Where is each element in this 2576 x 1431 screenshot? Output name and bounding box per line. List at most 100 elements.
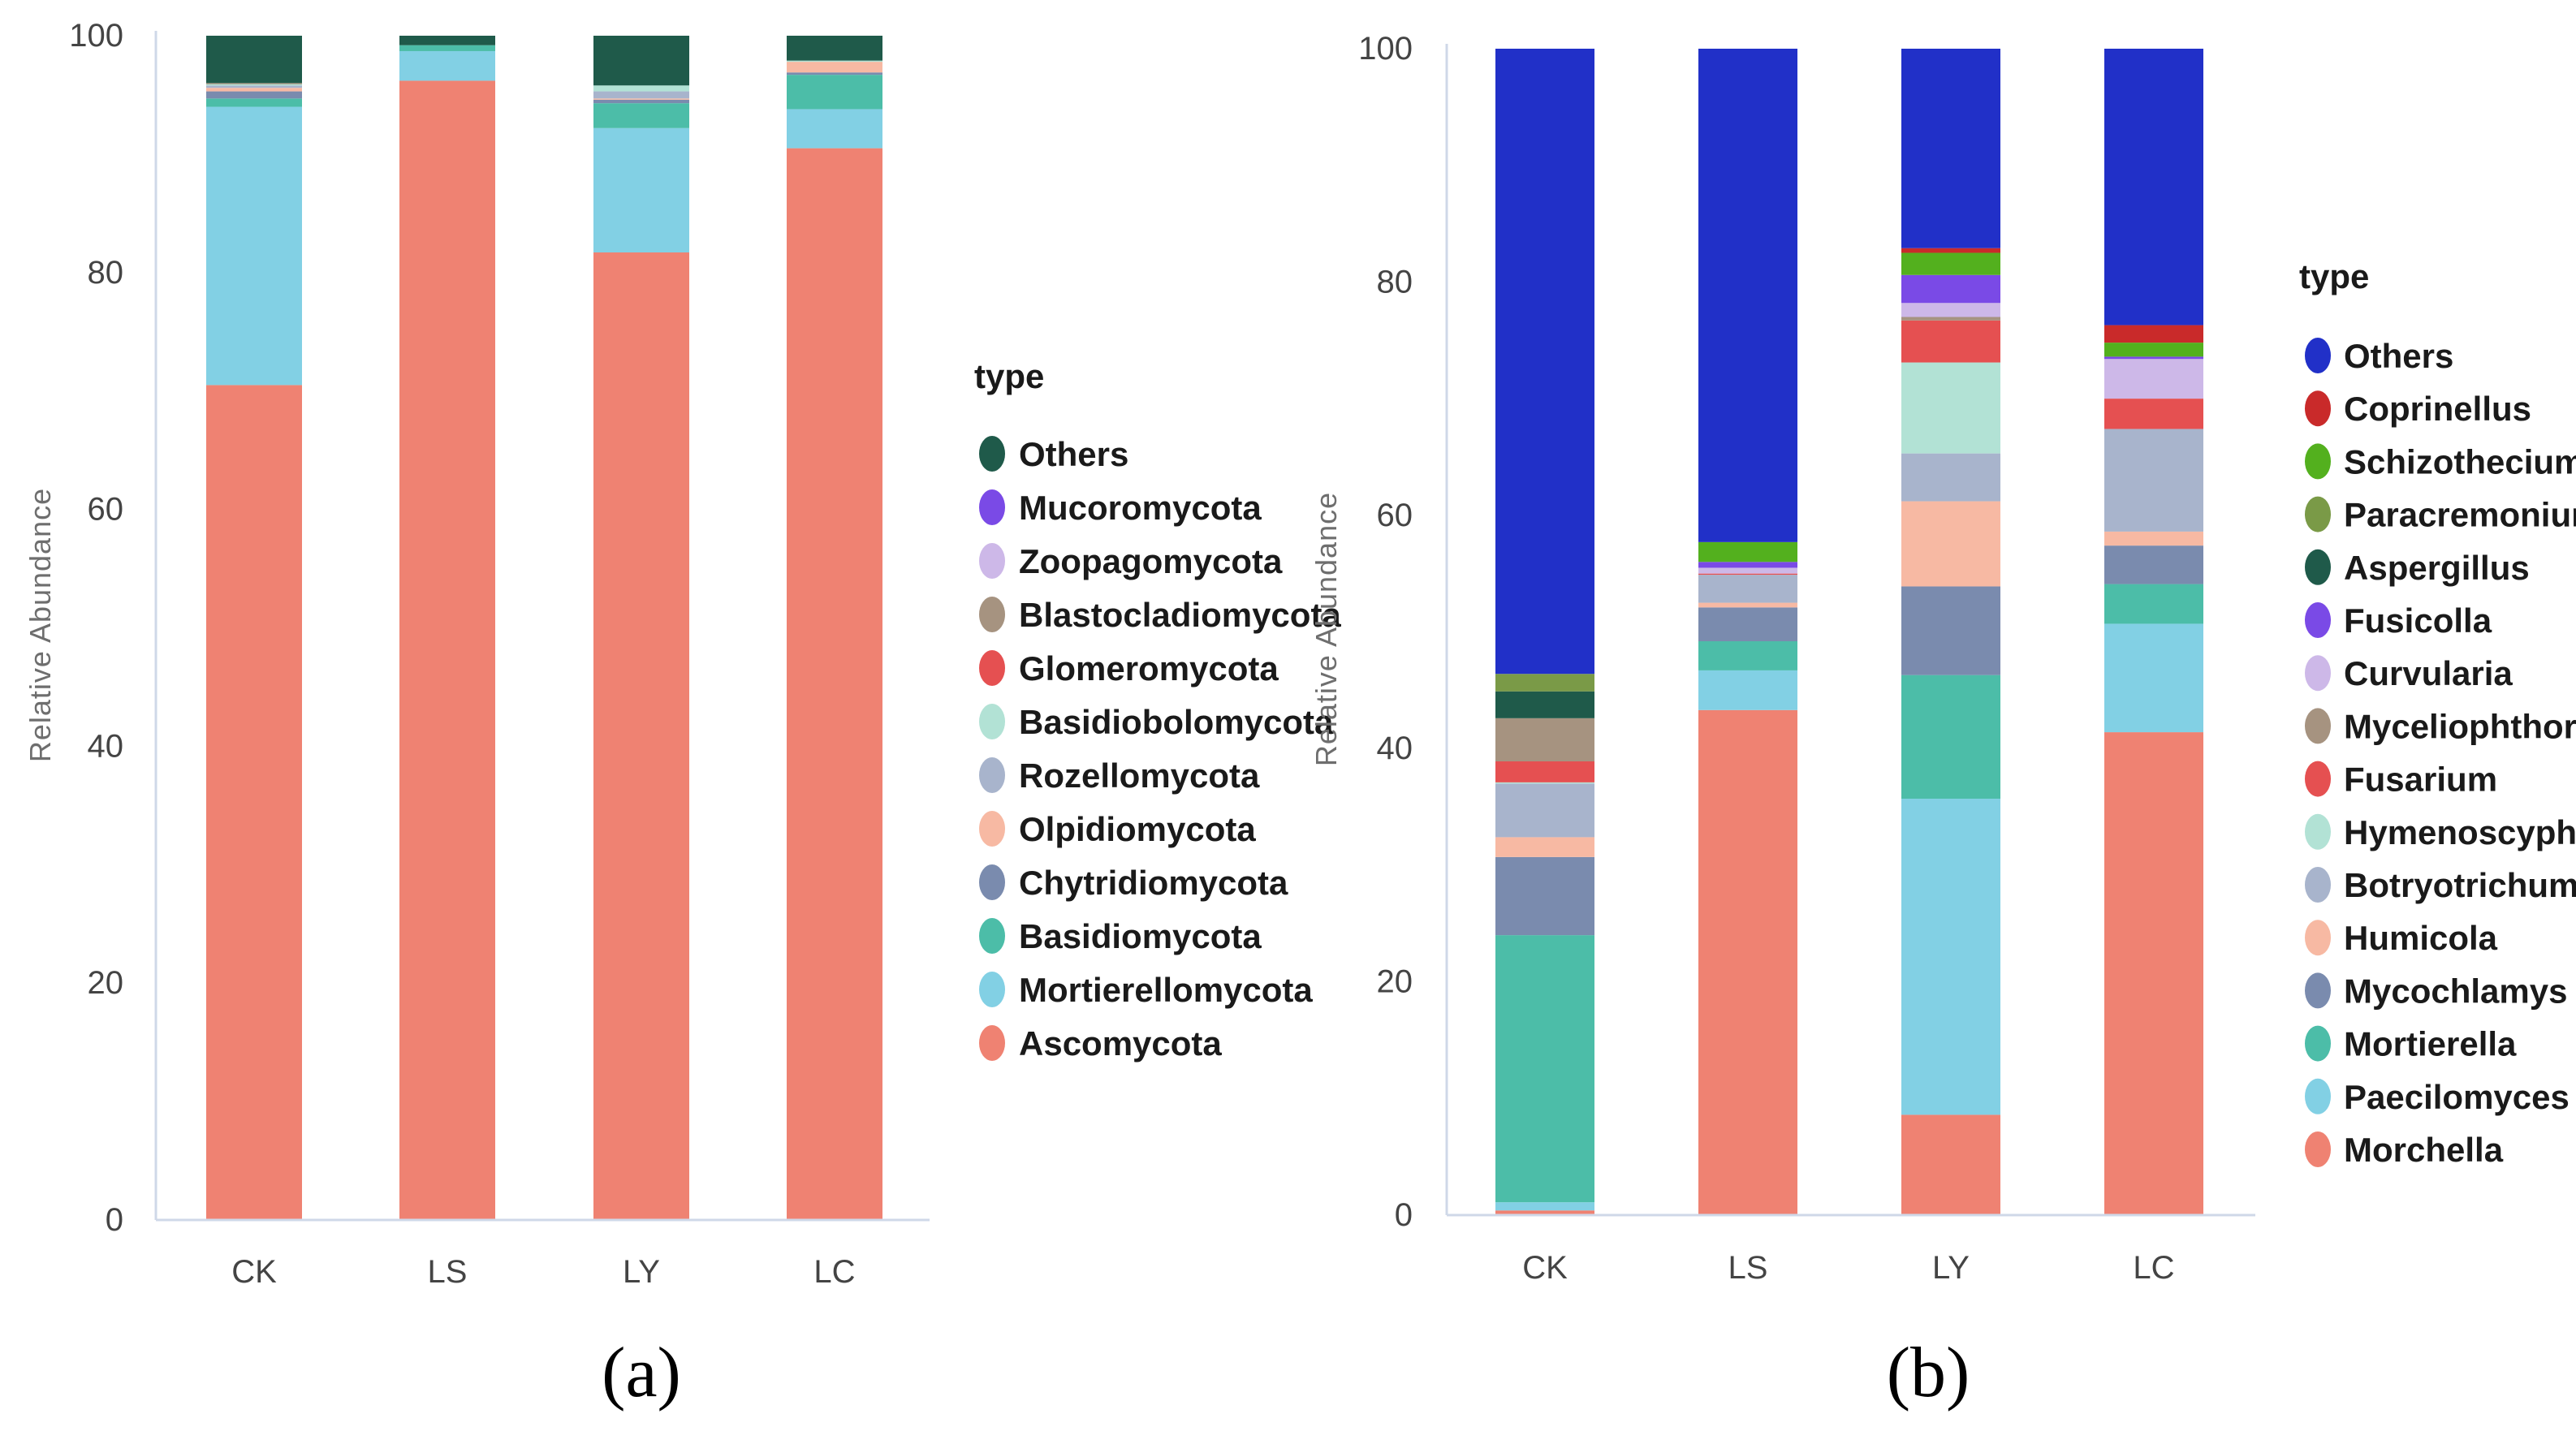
y-tick-label: 60 — [88, 492, 124, 528]
legend-item-mucoromycota: Mucoromycota — [979, 489, 1262, 527]
bar-segment-botryotrichum — [1901, 453, 2000, 502]
legend-label: Humicola — [2344, 919, 2498, 957]
y-tick-label: 60 — [1377, 498, 1413, 533]
bar-segment-others — [1901, 49, 2000, 248]
legend-swatch — [979, 650, 1005, 686]
y-axis-label: Relative Abundance — [24, 488, 57, 762]
bar-segment-curvularia — [2104, 359, 2203, 399]
legend-label: Aspergillus — [2344, 549, 2530, 587]
legend-item-hymenoscyphus: Hymenoscyphus — [2305, 813, 2576, 851]
legend-swatch — [2305, 972, 2331, 1009]
stacked-bars — [1495, 49, 2203, 1215]
bar-segment-paecilomyces — [1698, 670, 1797, 710]
legend-label: Basidiomycota — [1019, 917, 1262, 955]
legend-item-fusarium: Fusarium — [2305, 761, 2497, 799]
legend-swatch — [979, 489, 1005, 525]
bar-segment-mortierellomycota — [787, 109, 882, 149]
legend-item-myceliophthora: Myceliophthora — [2305, 707, 2576, 745]
bar-segment-botryotrichum — [1698, 575, 1797, 603]
bar-segment-fusarium — [1495, 761, 1594, 782]
legend-swatch — [979, 704, 1005, 739]
legend-swatch — [979, 543, 1005, 579]
stacked-bars — [206, 36, 882, 1221]
legend-item-glomeromycota: Glomeromycota — [979, 649, 1279, 687]
bar-segment-basidiomycota — [399, 45, 495, 51]
bar-segment-mycochlamys — [1698, 607, 1797, 641]
bar-segment-humicola — [1495, 837, 1594, 857]
legend-item-chytridiomycota: Chytridiomycota — [979, 864, 1288, 902]
y-tick-labels: 0 20 40 60 80 100 — [1358, 31, 1413, 1233]
legend-item-ascomycota: Ascomycota — [979, 1024, 1222, 1062]
y-tick-label: 80 — [1377, 264, 1413, 300]
x-tick-label: LC — [813, 1254, 855, 1290]
legend-item-morchella: Morchella — [2305, 1131, 2504, 1169]
y-tick-label: 40 — [1377, 731, 1413, 766]
bar-segment-chytridiomycota — [787, 72, 882, 75]
bar-segment-coprinellus — [2104, 325, 2203, 343]
legend-swatch — [979, 972, 1005, 1007]
bar-segment-olpidiomycota — [206, 88, 302, 92]
legend-swatch — [2305, 602, 2331, 638]
bar-segment-others — [787, 36, 882, 61]
bar-segment-mortierella — [1495, 935, 1594, 1203]
legend-label: Mortierella — [2344, 1025, 2517, 1063]
bar-segment-botryotrichum — [2104, 429, 2203, 532]
bar-segment-fusicolla — [2104, 356, 2203, 360]
legend-swatch — [2305, 549, 2331, 585]
bar-segment-others — [1495, 49, 1594, 675]
bar-segment-olpidiomycota — [593, 98, 689, 100]
bar-stack-lc — [787, 36, 882, 1221]
legend-label: Chytridiomycota — [1019, 864, 1288, 902]
legend-swatch — [2305, 338, 2331, 373]
legend-label: Blastocladiomycota — [1019, 596, 1341, 634]
y-tick-label: 80 — [88, 255, 124, 291]
bar-segment-myceliophthora — [1495, 718, 1594, 762]
y-tick-label: 100 — [69, 18, 123, 54]
legend-item-fusicolla: Fusicolla — [2305, 601, 2492, 640]
bar-segment-others — [399, 36, 495, 45]
legend-label: Basidiobolomycota — [1019, 703, 1334, 741]
legend-swatch — [2305, 761, 2331, 797]
y-axis-label: Relative Abundance — [1310, 492, 1343, 766]
legend-item-mortierella: Mortierella — [2305, 1025, 2517, 1063]
legend-item-paracremonium: Paracremonium — [2305, 496, 2576, 534]
bar-segment-hymenoscyphus — [1495, 782, 1594, 784]
legend-swatch — [2305, 867, 2331, 903]
legend-label: Olpidiomycota — [1019, 810, 1256, 848]
chart-panel-a: Relative Abundance 0 20 40 60 80 100 CK LS LY LC… — [24, 18, 1341, 1412]
legend-label: Rozellomycota — [1019, 756, 1260, 795]
chart-panel-b: Relative Abundance 0 20 40 60 80 100 CK LS LY LC… — [1310, 31, 2576, 1412]
legend-item-basidiobolomycota: Basidiobolomycota — [979, 703, 1334, 741]
legend-swatch — [2305, 655, 2331, 692]
legend-item-mycochlamys: Mycochlamys — [2305, 972, 2567, 1010]
bar-stack-ls — [399, 36, 495, 1220]
bar-segment-basidiobolomycota — [787, 60, 882, 62]
x-tick-labels: CK LS LY LC — [1522, 1250, 2174, 1286]
legend-swatch — [979, 1025, 1005, 1061]
legend-label: Glomeromycota — [1019, 649, 1279, 687]
bar-segment-morchella — [1698, 709, 1797, 1215]
legend-label: Botryotrichum — [2344, 866, 2576, 904]
bar-segment-rozellomycota — [206, 85, 302, 88]
y-tick-label: 100 — [1358, 31, 1413, 67]
bar-segment-mortierella — [1901, 675, 2000, 799]
legend-item-blastocladiomycota: Blastocladiomycota — [979, 596, 1341, 634]
bar-segment-curvularia — [1901, 303, 2000, 317]
legend-label: Curvularia — [2344, 654, 2513, 692]
y-tick-label: 20 — [88, 965, 124, 1001]
bar-segment-fusicolla — [1901, 274, 2000, 304]
bar-segment-ascomycota — [399, 80, 495, 1220]
y-tick-labels: 0 20 40 60 80 100 — [69, 18, 123, 1238]
legend-label: Morchella — [2344, 1131, 2504, 1169]
legend-item-rozellomycota: Rozellomycota — [979, 756, 1260, 795]
legend: type Others Mucoromycota Zoopagomycota Blas… — [974, 357, 1341, 1062]
bar-segment-paecilomyces — [2104, 623, 2203, 733]
legend-swatch — [979, 918, 1005, 954]
legend-label: Mortierellomycota — [1019, 971, 1313, 1009]
legend-swatch — [2305, 708, 2331, 744]
bar-segment-morchella — [2104, 732, 2203, 1215]
bar-segment-olpidiomycota — [787, 62, 882, 73]
legend-item-aspergillus: Aspergillus — [2305, 549, 2530, 587]
bar-segment-basidiobolomycota — [206, 84, 302, 86]
